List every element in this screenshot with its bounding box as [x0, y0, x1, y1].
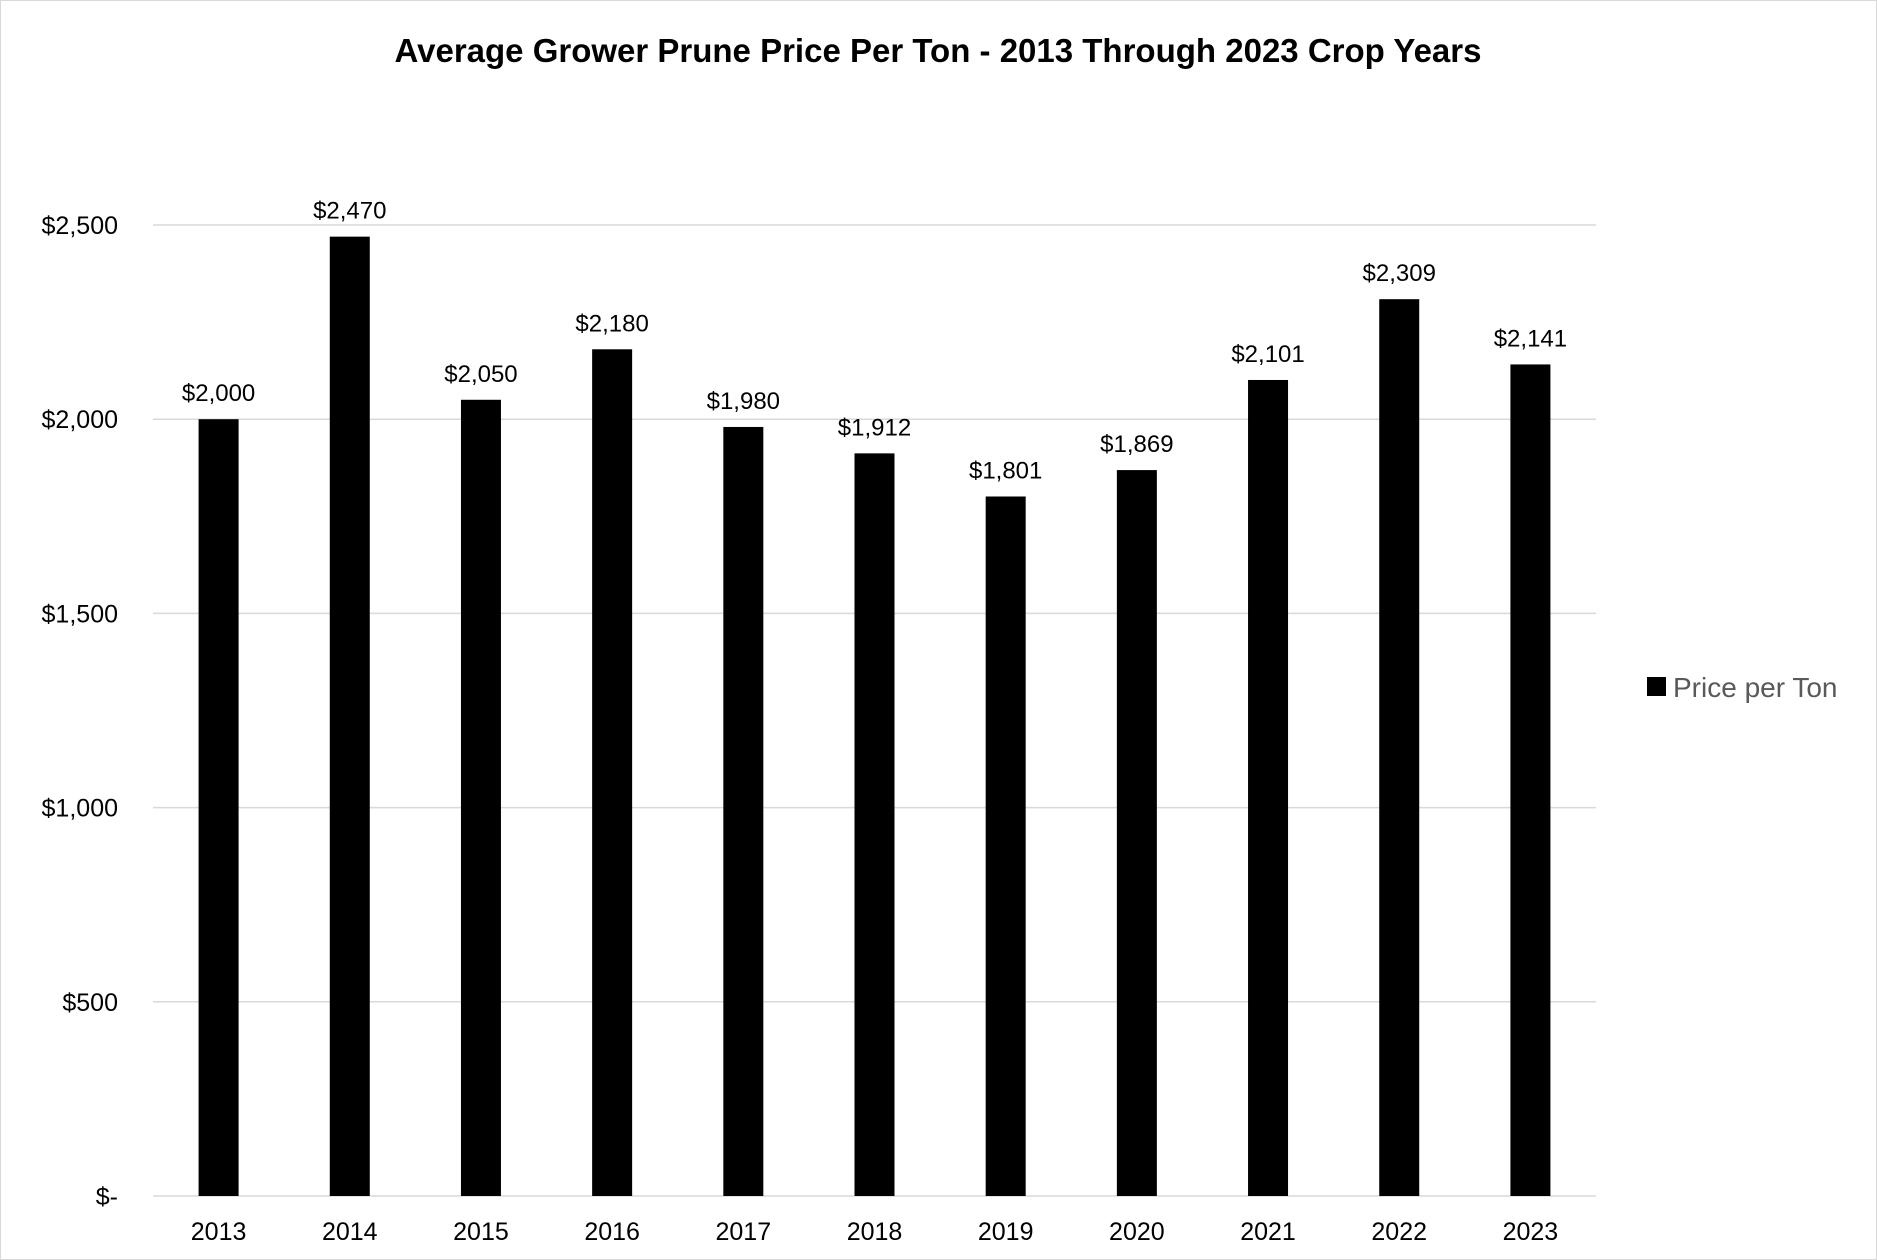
x-axis: 2013 2014 2015 2016 2017 2018 2019 2020 2021 2022… [191, 1218, 1558, 1246]
bar-2014 [329, 236, 370, 1197]
data-label-2014: $2,470 [313, 198, 386, 225]
bar-2013 [198, 419, 239, 1196]
x-tick-label-2017: 2017 [716, 1218, 772, 1246]
gridlines [153, 224, 1596, 1197]
x-tick-label-2013: 2013 [191, 1218, 247, 1246]
bars [198, 236, 1551, 1197]
x-tick-label-2022: 2022 [1371, 1218, 1427, 1246]
data-label-2020: $1,869 [1100, 431, 1173, 458]
data-label-2017: $1,980 [707, 388, 780, 415]
bar-2023 [1510, 364, 1551, 1196]
bar-2020 [1116, 470, 1157, 1196]
x-tick-label-2014: 2014 [322, 1218, 378, 1246]
x-tick-label-2023: 2023 [1503, 1218, 1559, 1246]
y-tick-label: $- [96, 1183, 118, 1211]
x-tick-label-2018: 2018 [847, 1218, 903, 1246]
data-labels: $2,000 $2,470 $2,050 $2,180 $1,980 $1,912 $1,8… [182, 198, 1567, 485]
data-label-2022: $2,309 [1363, 260, 1436, 287]
x-tick-label-2019: 2019 [978, 1218, 1034, 1246]
legend-label: Price per Ton [1673, 672, 1837, 703]
data-label-2013: $2,000 [182, 380, 255, 407]
y-axis: $- $500 $1,000 $1,500 $2,000 $2,500 [42, 212, 118, 1211]
data-label-2023: $2,141 [1494, 325, 1567, 352]
bar-2017 [723, 426, 764, 1196]
bar-2022 [1379, 299, 1420, 1196]
y-tick-label: $2,500 [42, 212, 118, 240]
data-label-2015: $2,050 [444, 361, 517, 388]
bar-2016 [592, 349, 633, 1197]
data-label-2018: $1,912 [838, 414, 911, 441]
x-tick-label-2015: 2015 [453, 1218, 509, 1246]
bar-2018 [854, 453, 895, 1196]
data-label-2019: $1,801 [969, 457, 1042, 484]
y-tick-label: $2,000 [42, 406, 118, 434]
chart-title: Average Grower Prune Price Per Ton - 201… [395, 32, 1482, 69]
y-tick-label: $1,000 [42, 795, 118, 823]
y-tick-label: $1,500 [42, 600, 118, 628]
x-tick-label-2016: 2016 [584, 1218, 640, 1246]
bar-2015 [460, 399, 501, 1196]
legend[interactable]: Price per Ton [1647, 672, 1837, 703]
x-tick-label-2020: 2020 [1109, 1218, 1165, 1246]
x-tick-label-2021: 2021 [1240, 1218, 1296, 1246]
legend-swatch [1647, 677, 1666, 696]
bar-2021 [1248, 379, 1289, 1197]
data-label-2016: $2,180 [575, 310, 648, 337]
bar-2019 [985, 496, 1026, 1197]
y-tick-label: $500 [62, 989, 118, 1017]
data-label-2021: $2,101 [1231, 341, 1304, 368]
